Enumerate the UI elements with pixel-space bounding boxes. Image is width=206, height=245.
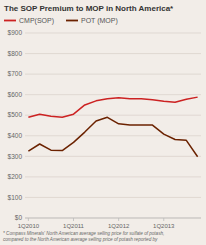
x-axis-line xyxy=(25,218,201,219)
footnote-line: compared to the North American average s… xyxy=(3,237,158,242)
grid-line xyxy=(25,53,201,54)
x-tick xyxy=(28,218,29,221)
legend-label: POT (MOP) xyxy=(81,17,118,25)
series-line xyxy=(28,117,197,156)
x-tick-label: 1Q2011 xyxy=(63,223,85,229)
y-tick-label: $500 xyxy=(8,111,23,118)
x-tick-label: 1Q2010 xyxy=(18,223,40,229)
grid-line xyxy=(25,94,201,95)
grid-line xyxy=(25,135,201,136)
legend: CMP(SOP) POT (MOP) xyxy=(4,17,118,25)
y-tick-label: $100 xyxy=(8,194,23,201)
y-grid xyxy=(25,33,201,218)
grid-line xyxy=(25,218,201,219)
grid-line xyxy=(25,74,201,75)
footnote: * Compass Minerals' North American avera… xyxy=(3,231,164,242)
footnote-line: * Compass Minerals' North American avera… xyxy=(3,231,164,236)
y-tick-label: $300 xyxy=(8,153,23,160)
series-line xyxy=(28,97,197,117)
x-tick xyxy=(73,218,74,221)
y-tick-label: $700 xyxy=(8,70,23,77)
x-tick-label: 1Q2012 xyxy=(108,223,130,229)
grid-line xyxy=(25,176,201,177)
y-tick-label: $0 xyxy=(15,214,23,221)
y-tick-label: $600 xyxy=(8,91,23,98)
grid-line xyxy=(25,33,201,34)
legend-label: CMP(SOP) xyxy=(19,17,54,25)
background xyxy=(0,0,206,245)
y-tick-label: $800 xyxy=(8,50,23,57)
legend-swatch xyxy=(66,20,78,22)
y-tick-label: $200 xyxy=(8,173,23,180)
legend-swatch xyxy=(4,20,16,22)
lines xyxy=(28,97,197,157)
x-tick xyxy=(118,218,119,221)
x-tick xyxy=(163,218,164,221)
x-tick-label: 1Q2013 xyxy=(153,223,175,229)
grid-line xyxy=(25,197,201,198)
chart: The SOP Premium to MOP in North America*… xyxy=(0,0,206,245)
y-tick-label: $900 xyxy=(8,29,23,36)
grid-line xyxy=(25,156,201,157)
y-tick-label: $400 xyxy=(8,132,23,139)
title: The SOP Premium to MOP in North America* xyxy=(4,4,174,13)
